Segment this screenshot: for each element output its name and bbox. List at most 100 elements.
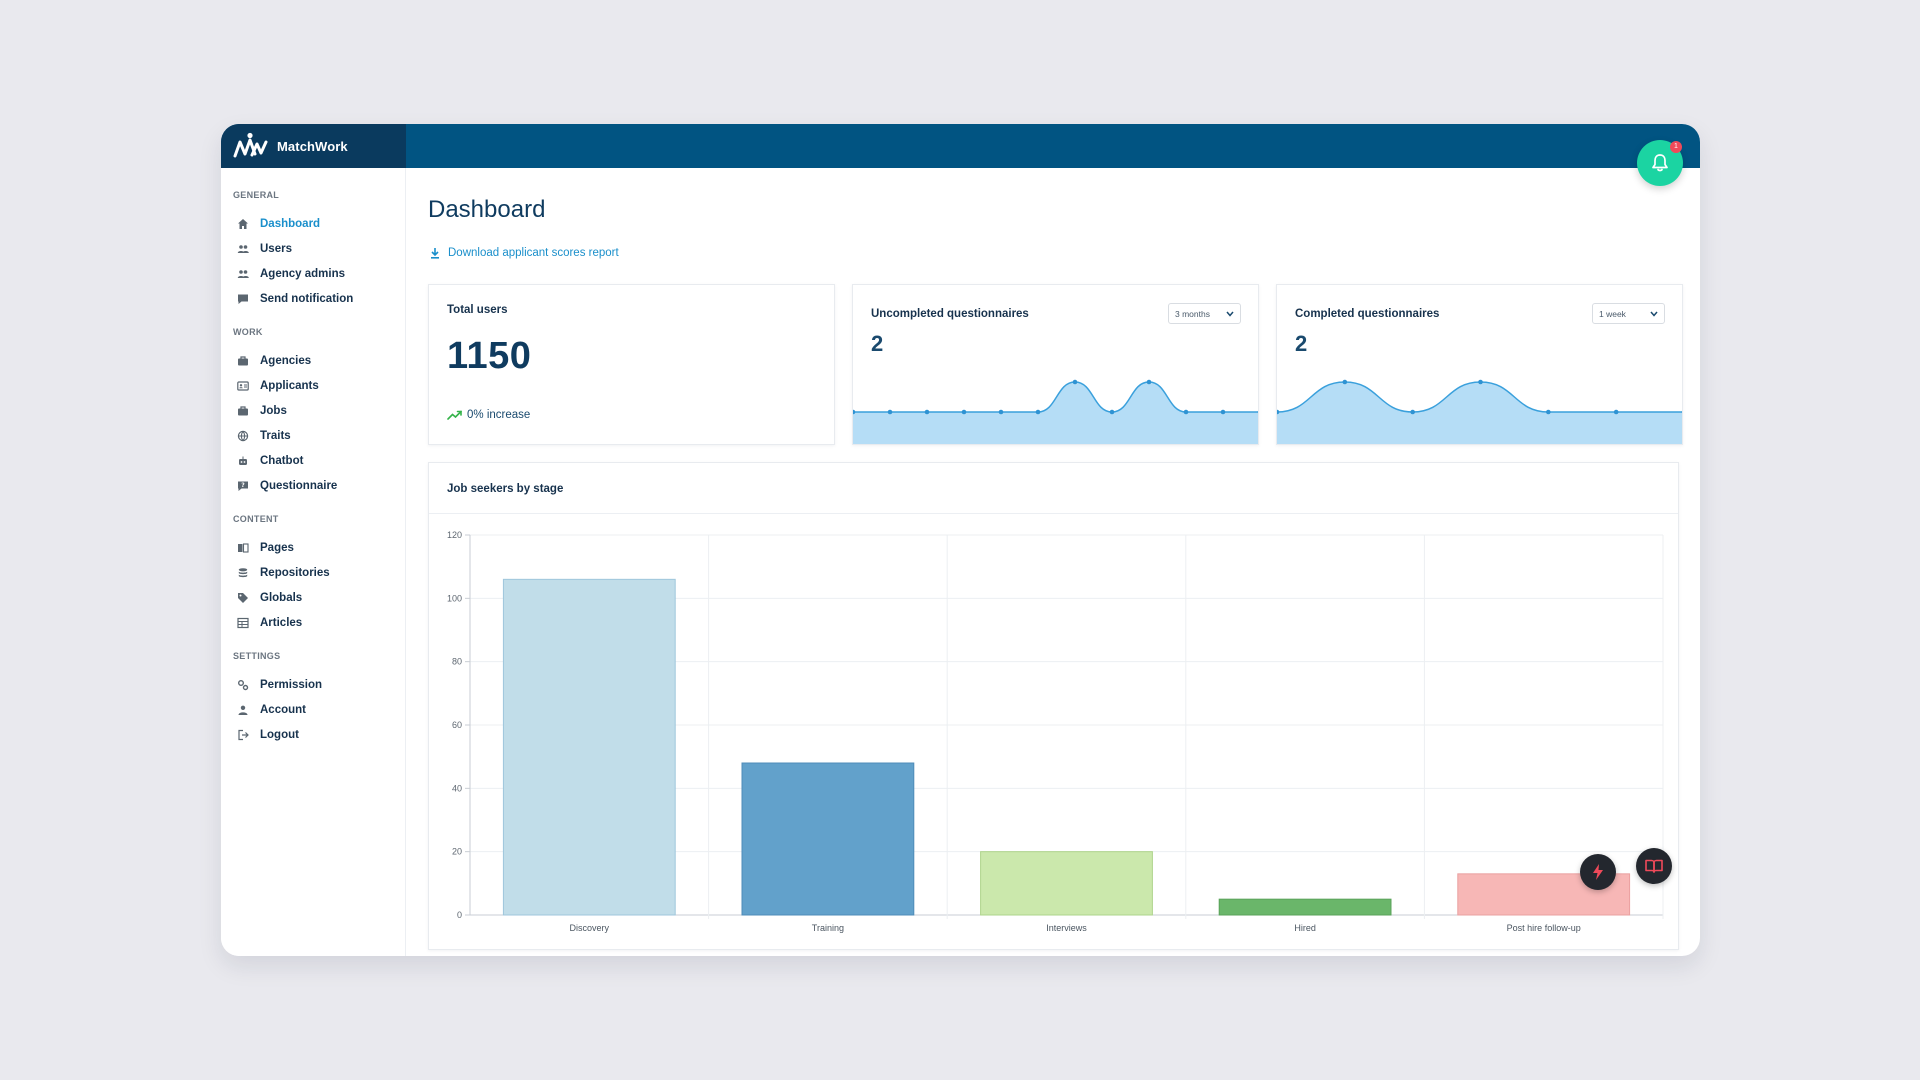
book-icon [1645,859,1663,873]
bar-discovery[interactable] [502,578,676,916]
trend-up-icon [447,410,462,420]
sidebar-item-applicants[interactable]: Applicants [221,373,405,398]
brand[interactable]: MatchWork [221,124,406,168]
sidebar-item-permission[interactable]: Permission [221,672,405,697]
uncompleted-point [887,409,893,415]
sidebar-item-questionnaire[interactable]: ? Questionnaire [221,473,405,498]
lightning-icon [1593,864,1603,880]
download-report-link[interactable]: Download applicant scores report [430,247,619,259]
briefcase-icon [236,354,250,368]
sidebar-item-agency-admins[interactable]: Agency admins [221,261,405,286]
uncompleted-point [1035,409,1041,415]
sidebar-item-pages[interactable]: Pages [221,535,405,560]
sidebar-item-label: Permission [260,678,322,691]
y-tick-label: 0 [457,910,462,920]
robot-icon [236,454,250,468]
uncompleted-period-select[interactable]: 3 months [1168,303,1241,324]
sidebar-item-account[interactable]: Account [221,697,405,722]
sidebar-item-label: Questionnaire [260,479,338,492]
completed-value: 2 [1295,331,1308,356]
sidebar-item-label: Agency admins [260,267,345,280]
uncompleted-card: Uncompleted questionnaires 3 months 2 [852,284,1259,445]
y-tick-label: 60 [452,720,462,730]
pages-icon [236,541,250,555]
sidebar-item-label: Users [260,242,292,255]
sidebar-item-send-notification[interactable]: Send notification [221,286,405,311]
tag-icon [236,591,250,605]
x-tick-label: Training [812,923,844,933]
lightning-fab-button[interactable] [1580,854,1616,890]
job-seekers-card: Job seekers by stage 0 20 40 60 80 100 120 Disc… [428,462,1679,950]
sidebar-item-jobs[interactable]: Jobs [221,398,405,423]
database-icon [236,566,250,580]
notification-bell-button[interactable]: 1 [1637,140,1683,186]
download-link-label: Download applicant scores report [448,247,619,259]
home-icon [236,217,250,231]
y-tick-label: 100 [447,593,462,603]
total-users-card: Total users 1150 0% increase [428,284,835,445]
sidebar-section-settings: SETTINGS Permission Account Logout [221,650,405,747]
x-tick-label: Hired [1294,923,1316,933]
brand-name: MatchWork [277,138,348,154]
sidebar-item-logout[interactable]: Logout [221,722,405,747]
sidebar-item-agencies[interactable]: Agencies [221,348,405,373]
completed-point [1410,409,1415,415]
sidebar-section-title: GENERAL [233,190,280,200]
total-users-trend: 0% increase [447,409,530,421]
completed-card: Completed questionnaires 1 week 2 [1276,284,1683,445]
sidebar-item-traits[interactable]: Traits [221,423,405,448]
sidebar-item-chatbot[interactable]: Chatbot [221,448,405,473]
x-tick-label: Interviews [1046,923,1087,933]
job-seekers-bar-chart: 0 20 40 60 80 100 120 Discovery Training Intervie… [447,530,1664,933]
sidebar-item-dashboard[interactable]: Dashboard [221,211,405,236]
y-tick-label: 20 [452,847,462,857]
id-card-icon [236,379,250,393]
uncompleted-point [1072,379,1078,385]
y-tick-label: 40 [452,783,462,793]
completed-point [1277,409,1280,415]
sidebar-item-repositories[interactable]: Repositories [221,560,405,585]
bar-interviews[interactable] [980,851,1153,916]
total-users-title: Total users [447,304,508,316]
completed-period-value: 1 week [1599,308,1626,319]
sidebar-item-label: Articles [260,616,303,629]
sidebar-item-users[interactable]: Users [221,236,405,261]
logout-icon [236,728,250,742]
gears-icon [236,678,250,692]
sidebar-item-label: Globals [260,591,303,604]
sidebar-item-label: Pages [260,541,294,554]
job-seekers-header: Job seekers by stage [429,463,1678,514]
completed-period-select[interactable]: 1 week [1592,303,1665,324]
notification-badge: 1 [1670,141,1682,153]
briefcase-icon [236,404,250,418]
sidebar-item-label: Dashboard [260,217,321,230]
chevron-down-icon [1226,311,1234,317]
app-window: MatchWork GENERAL Dashboard Users Agency ad… [221,124,1700,956]
sidebar-item-label: Chatbot [260,454,304,467]
uncompleted-point [924,409,930,415]
user-icon [236,703,250,717]
sidebar-item-label: Applicants [260,379,319,392]
bar-hired[interactable] [1218,898,1392,916]
trend-label: 0% increase [467,409,531,421]
sidebar-item-label: Traits [260,429,291,442]
message-icon [236,292,250,306]
uncompleted-point [1220,409,1226,415]
completed-area-chart [1277,379,1682,444]
sidebar-item-globals[interactable]: Globals [221,585,405,610]
sidebar-item-label: Send notification [260,292,354,305]
total-users-value: 1150 [447,335,532,377]
completed-area-fill [1277,382,1682,444]
svg-text:?: ? [241,482,245,489]
sidebar-item-articles[interactable]: Articles [221,610,405,635]
bell-icon [1652,154,1668,172]
completed-point [1478,379,1483,385]
completed-point [1681,410,1682,414]
globe-icon [236,429,250,443]
guide-book-fab-button[interactable] [1636,848,1672,884]
sidebar-item-label: Jobs [260,404,287,417]
completed-title: Completed questionnaires [1295,308,1440,320]
y-tick-label: 120 [447,530,462,540]
sidebar-section-title: WORK [233,327,263,337]
bar-training[interactable] [741,762,915,916]
